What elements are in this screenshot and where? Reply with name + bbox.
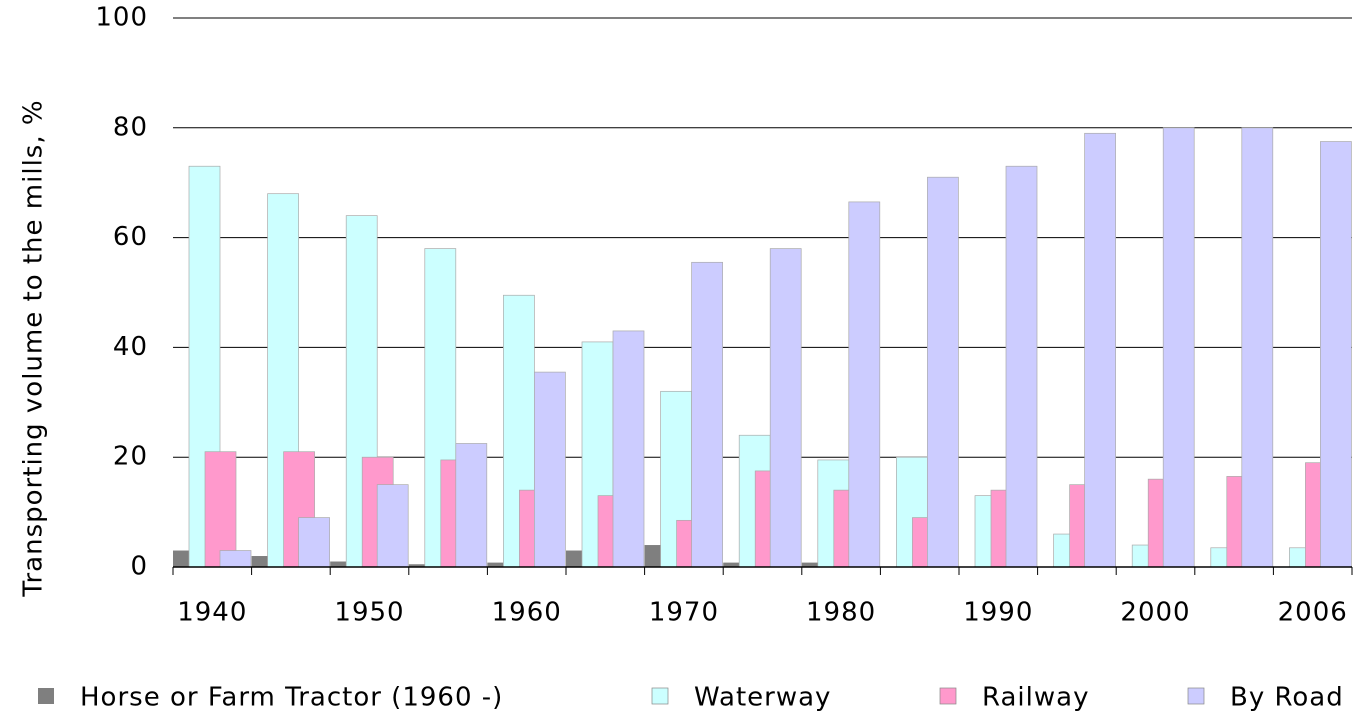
x-tick-label: 2006	[1278, 598, 1348, 628]
bar	[769, 248, 802, 568]
x-tick-label: 1970	[649, 598, 719, 628]
bar	[204, 451, 237, 568]
legend-label: Horse or Farm Tractor (1960 -)	[80, 683, 503, 713]
bar	[330, 561, 347, 567]
x-tick-label: 1940	[177, 598, 247, 628]
bar	[848, 201, 881, 568]
bar	[801, 562, 818, 567]
bar	[644, 545, 661, 567]
bar	[1241, 127, 1274, 568]
bar	[455, 443, 488, 568]
legend-label: By Road	[1230, 683, 1344, 713]
bar	[691, 261, 723, 568]
bar	[298, 517, 330, 568]
bar	[566, 550, 582, 567]
bar	[376, 484, 409, 568]
x-tick-label: 1990	[963, 598, 1033, 628]
bar	[1162, 127, 1195, 568]
legend-swatch	[939, 687, 957, 705]
bar	[723, 562, 740, 567]
y-axis-label: Transporting volume to the mills, %	[19, 99, 49, 597]
legend-label: Railway	[982, 683, 1089, 713]
bar	[612, 330, 645, 568]
y-tick-label: 80	[113, 112, 148, 142]
legend-swatch	[1187, 687, 1205, 705]
legend-swatch	[651, 687, 669, 705]
y-tick-label: 0	[130, 552, 148, 582]
y-tick-label: 100	[95, 3, 148, 33]
bar	[487, 562, 504, 567]
x-tick-label: 2000	[1120, 598, 1190, 628]
legend-label: Waterway	[694, 683, 831, 713]
bar	[251, 556, 268, 567]
y-tick-label: 40	[113, 332, 148, 362]
legend-swatch	[38, 688, 54, 704]
x-tick-label: 1960	[492, 598, 562, 628]
bar	[408, 564, 425, 567]
y-tick-label: 20	[113, 442, 148, 472]
bar	[534, 371, 566, 568]
x-tick-label: 1950	[334, 598, 404, 628]
bar	[1084, 132, 1116, 568]
bar	[1005, 165, 1038, 568]
bar	[1320, 141, 1352, 568]
bar	[219, 550, 252, 568]
y-tick-label: 60	[113, 222, 148, 252]
bar	[927, 176, 959, 568]
bar	[173, 550, 189, 567]
x-tick-label: 1980	[806, 598, 876, 628]
